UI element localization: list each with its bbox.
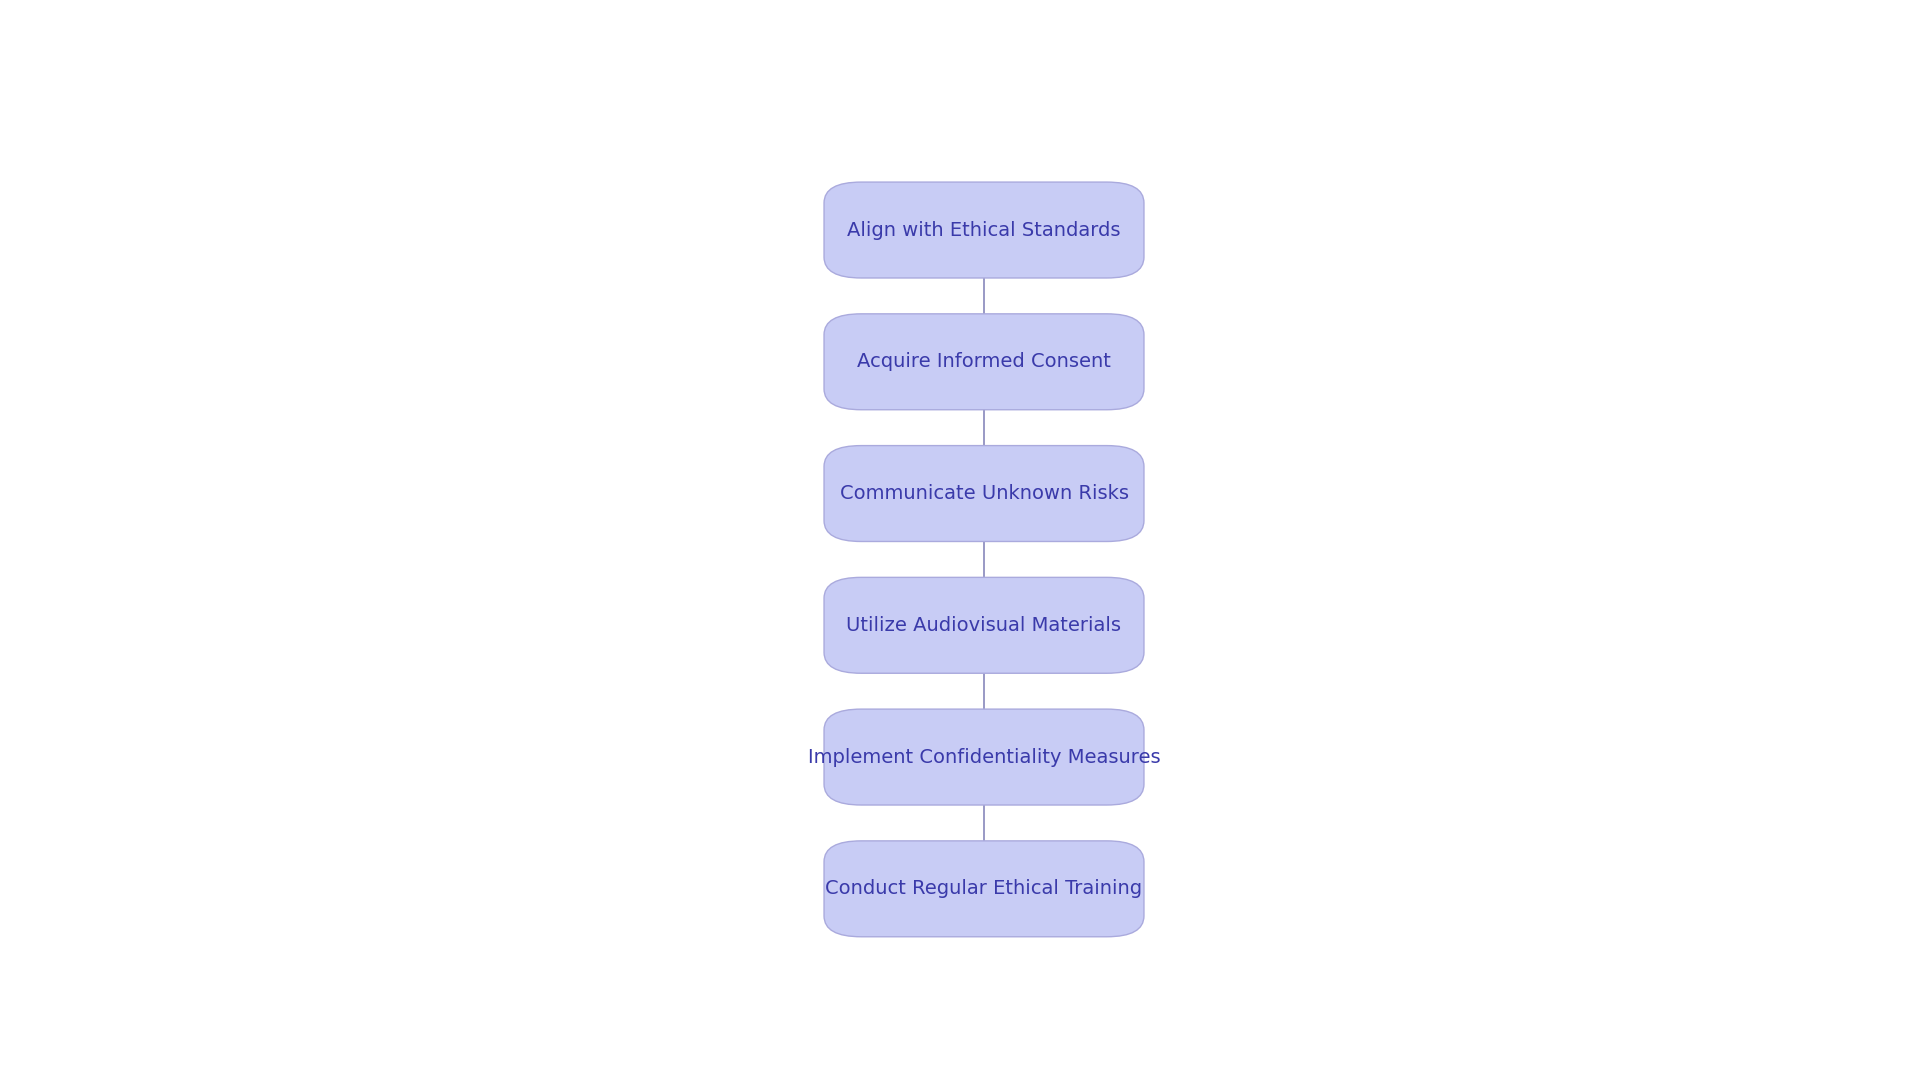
Text: Conduct Regular Ethical Training: Conduct Regular Ethical Training: [826, 879, 1142, 898]
Text: Communicate Unknown Risks: Communicate Unknown Risks: [839, 484, 1129, 503]
FancyBboxPatch shape: [824, 182, 1144, 278]
FancyBboxPatch shape: [824, 840, 1144, 937]
Text: Acquire Informed Consent: Acquire Informed Consent: [856, 352, 1112, 371]
Text: Align with Ethical Standards: Align with Ethical Standards: [847, 221, 1121, 239]
Text: Implement Confidentiality Measures: Implement Confidentiality Measures: [808, 747, 1160, 767]
Text: Utilize Audiovisual Materials: Utilize Audiovisual Materials: [847, 616, 1121, 635]
FancyBboxPatch shape: [824, 709, 1144, 805]
FancyBboxPatch shape: [824, 445, 1144, 542]
FancyBboxPatch shape: [824, 314, 1144, 409]
FancyBboxPatch shape: [824, 577, 1144, 674]
